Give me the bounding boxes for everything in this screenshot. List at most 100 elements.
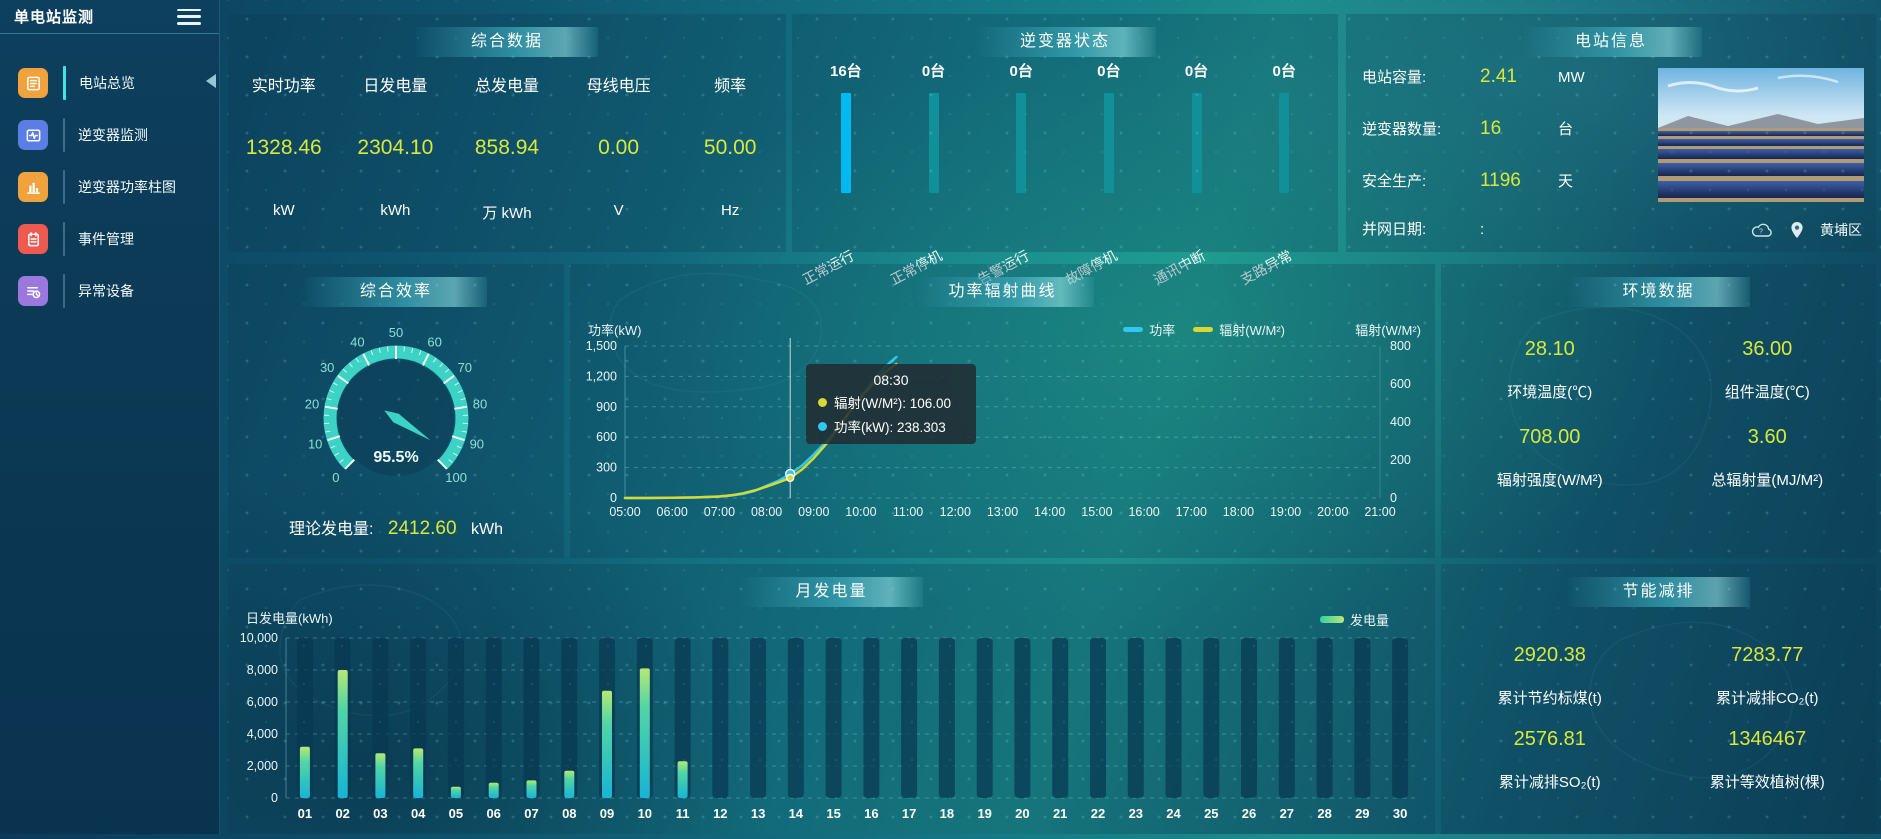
- item-divider: [63, 118, 65, 152]
- sidebar-collapse-arrow[interactable]: [206, 74, 216, 88]
- metric-label: 总发电量: [475, 72, 539, 96]
- svg-text:05:00: 05:00: [609, 505, 640, 519]
- state-count: 0台: [922, 60, 945, 81]
- state-count: 0台: [1273, 60, 1296, 81]
- svg-text:600: 600: [1390, 377, 1411, 391]
- svg-text:800: 800: [1390, 339, 1411, 353]
- svg-text:29: 29: [1355, 806, 1369, 821]
- metric-label: 辐射强度(W/M²): [1497, 469, 1603, 490]
- active-indicator: [63, 66, 66, 100]
- theory-value: 2412.60: [388, 518, 457, 539]
- svg-text:20:00: 20:00: [1317, 505, 1348, 519]
- panel-inverter-status: 逆变器状态 16台 正常运行 0台 正常停机 0台 告警运行 0台 故障停机 0…: [792, 14, 1338, 252]
- metric-total-generation: 总发电量 858.94 万 kWh: [451, 72, 563, 223]
- item-divider: [63, 170, 65, 204]
- info-label: 电站容量:: [1362, 66, 1480, 87]
- station-overview-icon: [18, 68, 48, 98]
- svg-text:11: 11: [676, 806, 690, 821]
- tooltip-text: 功率(kW): 238.303: [834, 416, 946, 436]
- metric-unit: Hz: [721, 202, 739, 219]
- inverter-status-columns: 16台 正常运行 0台 正常停机 0台 告警运行 0台 故障停机 0台 通讯中断…: [802, 60, 1328, 193]
- svg-text:17:00: 17:00: [1176, 505, 1207, 519]
- sidebar-item-label: 电站总览: [79, 73, 135, 93]
- svg-text:24: 24: [1166, 806, 1181, 821]
- panel-title: 环境数据: [1568, 277, 1750, 307]
- svg-text:80: 80: [473, 397, 487, 412]
- panel-title: 综合数据: [416, 27, 598, 57]
- svg-text:6,000: 6,000: [247, 695, 278, 709]
- svg-text:08:00: 08:00: [751, 505, 782, 519]
- item-divider: [63, 222, 65, 256]
- state-pillar: [1192, 93, 1202, 193]
- inverter-state-normal-stop[interactable]: 0台 正常停机: [890, 60, 978, 193]
- svg-text:18:00: 18:00: [1223, 505, 1254, 519]
- weather-cloud-icon[interactable]: ?: [1750, 221, 1774, 239]
- weather-location: ? 黄埔区: [1750, 220, 1862, 240]
- metric-value: 2304.10: [357, 136, 433, 160]
- metric-label: 总辐射量(MJ/M²): [1711, 469, 1823, 490]
- inverter-monitor-icon: [18, 120, 48, 150]
- sidebar-item-abnormal-devices[interactable]: 异常设备: [0, 270, 219, 312]
- metric-label: 母线电压: [587, 72, 651, 96]
- svg-text:10: 10: [308, 436, 322, 451]
- sidebar-item-event-management[interactable]: 事件管理: [0, 218, 219, 260]
- theory-label: 理论发电量:: [289, 521, 373, 538]
- svg-text:23: 23: [1129, 806, 1143, 821]
- sidebar-item-inverter-monitor[interactable]: 逆变器监测: [0, 114, 219, 156]
- svg-text:15: 15: [826, 806, 840, 821]
- svg-text:?: ?: [1759, 229, 1763, 236]
- metric-realtime-power: 实时功率 1328.46 kW: [228, 72, 340, 223]
- metric-label: 累计减排SO₂(t): [1499, 771, 1601, 792]
- inverter-state-alarm-running[interactable]: 0台 告警运行: [977, 60, 1065, 193]
- state-count: 0台: [1185, 60, 1208, 81]
- theory-unit: kWh: [471, 521, 503, 538]
- station-info-rows: 电站容量: 2.41 MW 逆变器数量: 16 台 安全生产: 1196 天 并…: [1362, 66, 1652, 270]
- hamburger-menu-icon[interactable]: [177, 9, 201, 25]
- info-label: 逆变器数量:: [1362, 118, 1480, 139]
- device-list-clock-icon: [18, 276, 48, 306]
- metric-label: 环境温度(℃): [1507, 381, 1592, 402]
- inverter-state-fault-stop[interactable]: 0台 故障停机: [1065, 60, 1153, 193]
- svg-text:17: 17: [902, 806, 916, 821]
- svg-text:13: 13: [751, 806, 765, 821]
- radiation-dot-icon: [818, 398, 827, 407]
- svg-text:95.5%: 95.5%: [373, 449, 418, 466]
- event-notebook-icon: [18, 224, 48, 254]
- sidebar-item-label: 逆变器功率柱图: [78, 177, 176, 197]
- theory-generation: 理论发电量: 2412.60 kWh: [228, 515, 564, 540]
- info-label: 并网日期:: [1362, 218, 1480, 239]
- info-row-grid-date: 并网日期: :: [1362, 218, 1652, 248]
- inverter-state-branch-abnormal[interactable]: 0台 支路异常: [1240, 60, 1328, 193]
- state-pillar: [841, 93, 851, 193]
- district-label: 黄埔区: [1820, 220, 1862, 240]
- svg-text:400: 400: [1390, 415, 1411, 429]
- svg-text:27: 27: [1280, 806, 1294, 821]
- metric-radiation-intensity: 708.00 辐射强度(W/M²): [1441, 426, 1659, 490]
- svg-text:900: 900: [596, 400, 617, 414]
- panel-title: 节能减排: [1568, 577, 1750, 607]
- sidebar-item-inverter-power-bars[interactable]: 逆变器功率柱图: [0, 166, 219, 208]
- svg-text:10: 10: [638, 806, 652, 821]
- sidebar-item-station-overview[interactable]: 电站总览: [0, 62, 219, 104]
- chart-tooltip: 08:30 辐射(W/M²): 106.00 功率(kW): 238.303: [806, 364, 976, 444]
- metric-value: 28.10: [1525, 338, 1575, 361]
- svg-text:100: 100: [445, 470, 467, 485]
- svg-text:11:00: 11:00: [893, 505, 923, 519]
- inverter-state-running[interactable]: 16台 正常运行: [802, 60, 890, 193]
- sidebar: 单电站监测 电站总览 逆变器监测 逆变器功率柱图: [0, 0, 220, 834]
- inverter-state-comm-lost[interactable]: 0台 通讯中断: [1153, 60, 1241, 193]
- metric-value: 1328.46: [246, 136, 322, 160]
- sidebar-nav: 电站总览 逆变器监测 逆变器功率柱图 事件管理: [0, 62, 219, 312]
- tooltip-time: 08:30: [818, 372, 964, 388]
- svg-text:8,000: 8,000: [247, 663, 278, 677]
- svg-text:20: 20: [1015, 806, 1029, 821]
- metric-value: 3.60: [1748, 426, 1787, 449]
- metric-label: 累计节约标煤(t): [1498, 687, 1602, 708]
